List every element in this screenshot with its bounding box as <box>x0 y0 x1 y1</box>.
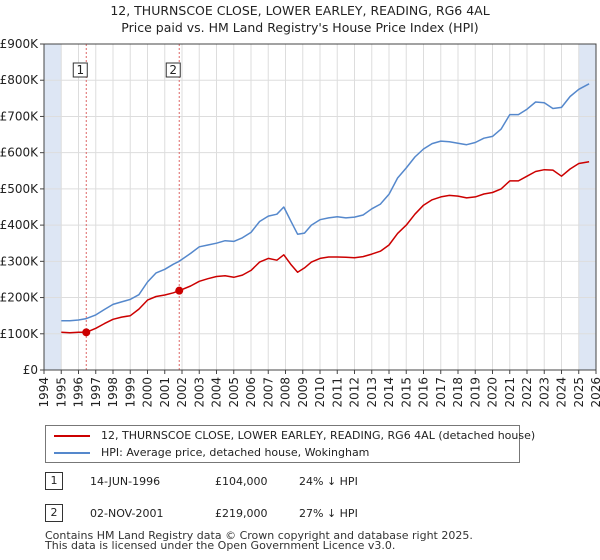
x-tick-label: 1999 <box>123 377 137 408</box>
legend-swatch-hpi <box>54 452 90 454</box>
sale-marker-badge <box>72 62 88 78</box>
sale-date: 02-NOV-2001 <box>90 507 164 520</box>
legend-label-property: 12, THURNSCOE CLOSE, LOWER EARLEY, READI… <box>101 429 536 442</box>
x-tick-label: 2004 <box>210 377 224 408</box>
y-tick-label: £600K <box>0 146 39 160</box>
x-tick-label: 2018 <box>451 377 465 408</box>
sale-point <box>82 328 91 337</box>
sale-hpi-change: 27% ↓ HPI <box>299 507 358 520</box>
y-tick-label: £900K <box>0 37 39 51</box>
x-tick-label: 2012 <box>348 377 362 408</box>
x-tick-label: 2005 <box>227 377 241 408</box>
footer-line-1: Contains HM Land Registry data © Crown c… <box>45 529 473 542</box>
title-line-1: 12, THURNSCOE CLOSE, LOWER EARLEY, READI… <box>110 3 490 18</box>
x-tick-label: 2007 <box>261 377 275 408</box>
y-tick-label: £800K <box>0 73 39 87</box>
x-tick-label: 2013 <box>365 377 379 408</box>
x-tick-label: 2010 <box>313 377 327 408</box>
property-price-line <box>61 160 590 334</box>
x-tick-label: 2015 <box>399 377 413 408</box>
x-tick-label: 2002 <box>175 377 189 408</box>
x-tick-label: 2025 <box>572 377 586 408</box>
x-tick-label: 2008 <box>279 377 293 408</box>
x-tick-label: 2006 <box>244 377 258 408</box>
sale-hpi-change: 24% ↓ HPI <box>299 475 358 488</box>
x-tick-label: 2021 <box>503 377 517 408</box>
title-line-2: Price paid vs. HM Land Registry's House … <box>121 20 479 35</box>
shaded-range <box>44 44 62 370</box>
sale-marker-badge <box>165 62 181 78</box>
x-tick-label: 2023 <box>537 377 551 408</box>
legend-swatch-property <box>54 435 90 437</box>
legend-label-hpi: HPI: Average price, detached house, Woki… <box>101 446 370 459</box>
sale-point <box>175 286 184 295</box>
x-tick-label: 2001 <box>158 377 172 408</box>
x-tick-label: 2009 <box>296 377 310 408</box>
shaded-range <box>578 44 596 370</box>
x-tick-label: 2019 <box>468 377 482 408</box>
y-tick-label: £0 <box>23 363 38 377</box>
y-tick-label: £300K <box>0 254 39 268</box>
y-tick-label: £200K <box>0 291 39 305</box>
x-tick-label: 2017 <box>434 377 448 408</box>
x-tick-label: 2024 <box>555 377 569 408</box>
x-tick-label: 2016 <box>417 377 431 408</box>
hpi-line <box>61 83 590 322</box>
x-tick-label: 1994 <box>37 377 51 408</box>
footer-line-2: This data is licensed under the Open Gov… <box>45 539 396 552</box>
sale-marker-label: 2 <box>169 63 177 77</box>
sale-badge: 1 <box>45 472 63 490</box>
x-tick-label: 1998 <box>106 377 120 408</box>
sale-date: 14-JUN-1996 <box>90 475 161 488</box>
sale-price: £104,000 <box>215 475 268 488</box>
sale-marker-label: 1 <box>76 63 84 77</box>
footer: Contains HM Land Registry data © Crown c… <box>45 529 473 552</box>
y-tick-label: £400K <box>0 218 39 232</box>
x-tick-label: 2000 <box>141 377 155 408</box>
x-tick-label: 2003 <box>192 377 206 408</box>
y-tick-label: £500K <box>0 182 39 196</box>
sale-badge: 2 <box>45 504 63 522</box>
legend: 12, THURNSCOE CLOSE, LOWER EARLEY, READI… <box>45 425 535 463</box>
y-tick-label: £700K <box>0 109 39 123</box>
x-tick-label: 2020 <box>486 377 500 408</box>
sale-price: £219,000 <box>215 507 268 520</box>
x-tick-label: 2014 <box>382 377 396 408</box>
x-tick-label: 2022 <box>520 377 534 408</box>
price-chart: 1 2 £0 £100K £200K £300K £400K £500K £600K £700K… <box>0 37 600 408</box>
x-tick-label: 2026 <box>589 377 600 408</box>
y-tick-label: £100K <box>0 327 39 341</box>
x-tick-label: 1996 <box>72 377 86 408</box>
x-tick-label: 1995 <box>54 377 68 408</box>
chart-title: 12, THURNSCOE CLOSE, LOWER EARLEY, READI… <box>0 2 600 36</box>
x-tick-label: 2011 <box>330 377 344 408</box>
x-tick-label: 1997 <box>89 377 103 408</box>
